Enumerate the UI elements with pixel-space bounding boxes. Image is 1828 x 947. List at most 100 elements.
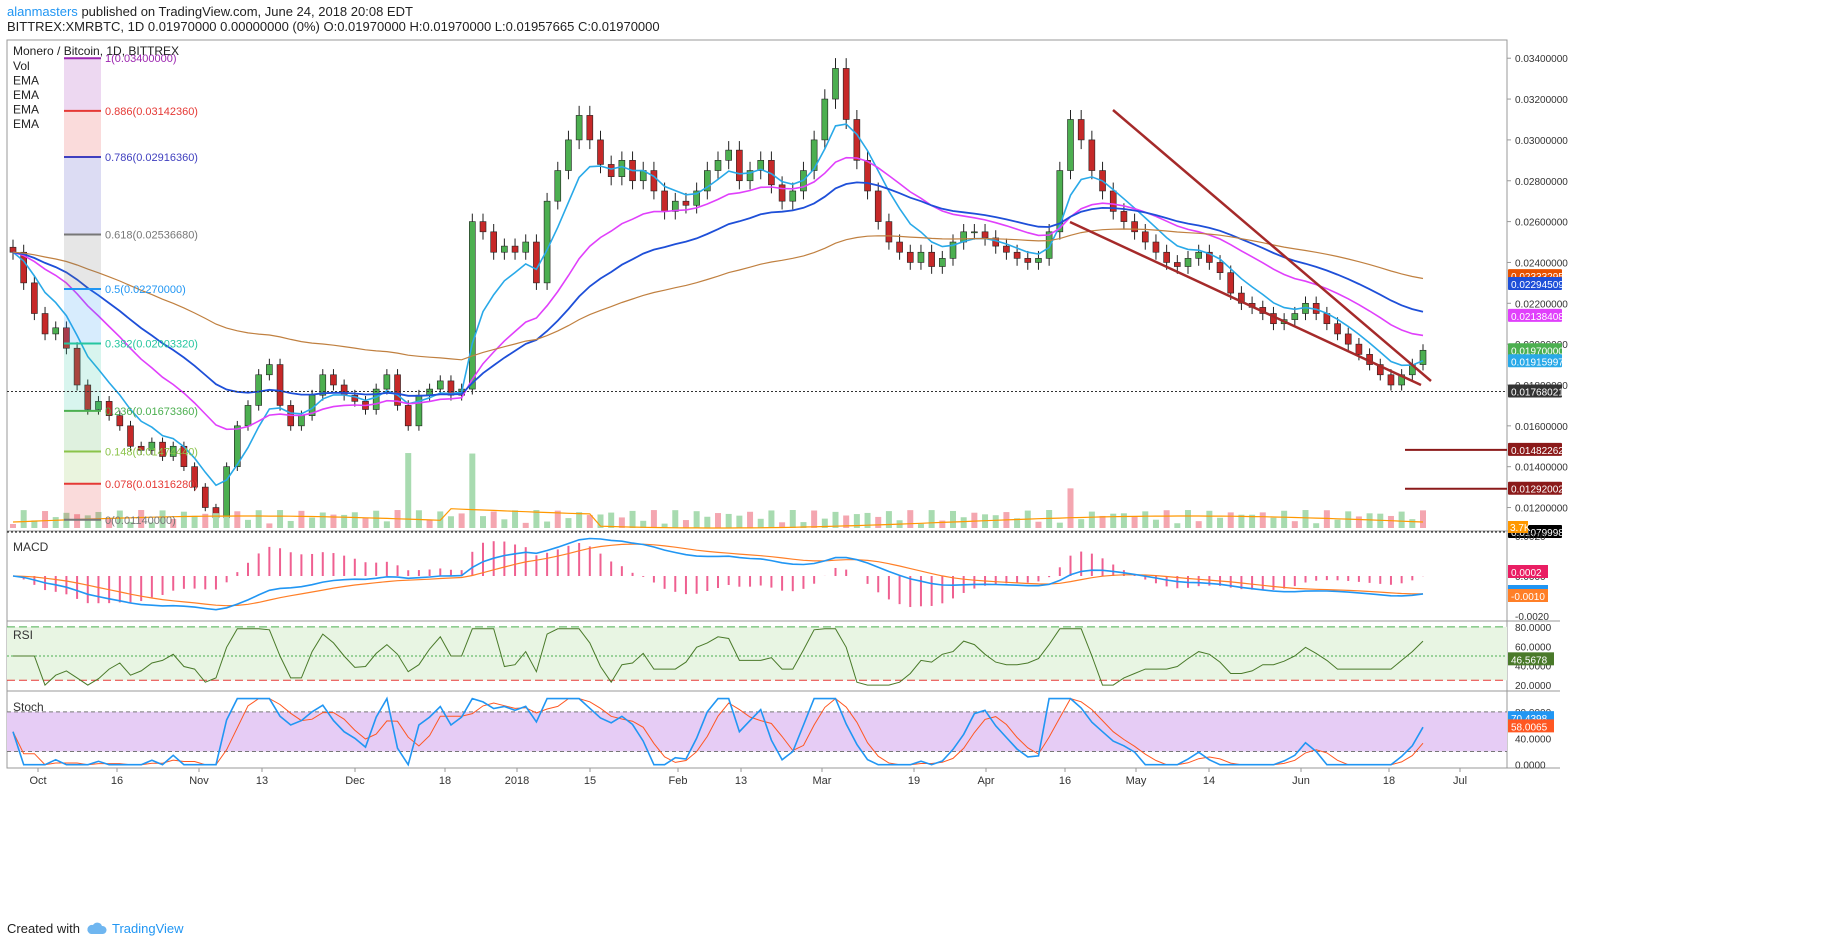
volume-bar (298, 510, 305, 528)
volume-ma-line (12, 508, 1424, 529)
candle-body (1419, 349, 1427, 365)
volume-bar (170, 518, 177, 528)
price-tick-label: 0.01200000 (1515, 504, 1568, 515)
candle-body (842, 68, 850, 120)
time-tick-label: Mar (813, 775, 832, 787)
volume-bar (1067, 488, 1074, 528)
volume-bar (319, 512, 326, 528)
tradingview-link[interactable]: TradingView (86, 921, 184, 936)
volume-bar (618, 517, 625, 528)
volume-bar (1142, 511, 1149, 528)
macd-label-box (1508, 589, 1548, 602)
volume-bar (74, 514, 81, 528)
volume-bar (832, 511, 839, 528)
volume-bar (576, 512, 583, 528)
volume-bar (1302, 510, 1309, 528)
time-tick-label: 14 (1203, 775, 1215, 787)
author-link[interactable]: alanmasters (7, 4, 78, 19)
candle-body (1184, 258, 1192, 267)
candle-body (1152, 241, 1160, 253)
volume-bar (917, 523, 924, 528)
fib-label: 1(0.03400000) (105, 53, 177, 65)
candle-body (255, 374, 262, 406)
candle-body (394, 374, 401, 406)
candle-body (276, 364, 284, 406)
stoch-tick-label: 40.0000 (1515, 734, 1552, 745)
candle-body (1013, 251, 1021, 259)
volume-bar (426, 519, 433, 528)
candle-body (1131, 221, 1138, 233)
candle-body (127, 425, 134, 447)
candle-body (383, 374, 391, 390)
price-label: 0.01970000 (1511, 346, 1564, 357)
candle-body (1003, 245, 1010, 253)
macd-label: -0.0010 (1511, 592, 1545, 603)
fibonacci-levels: 1(0.03400000) 0.886(0.03142360) 0.786(0.02… (64, 53, 198, 527)
fib-zone (64, 343, 101, 411)
candle-body (1195, 251, 1202, 259)
rsi-title: RSI (13, 628, 33, 642)
candle-body (73, 347, 81, 386)
candle-body (682, 200, 690, 206)
time-tick-label: 19 (908, 775, 920, 787)
volume-bar (373, 510, 380, 528)
macd-tick-label: 0.0020 (1515, 532, 1546, 543)
volume-bar (800, 522, 807, 528)
volume-bar (864, 512, 871, 528)
fib-label: 0.236(0.01673360) (105, 406, 198, 418)
volume-bar (1323, 510, 1330, 528)
volume-bar (223, 516, 230, 528)
volume-bar (148, 522, 155, 528)
volume-bar (597, 514, 604, 528)
candle-body (404, 405, 412, 427)
volume-bar (1174, 523, 1181, 528)
volume-bar (202, 513, 209, 528)
candle-body (169, 445, 177, 457)
volume-bar (1046, 510, 1053, 528)
volume-bar (84, 515, 91, 528)
candle-body (618, 160, 626, 177)
candle-body (84, 384, 92, 410)
price-label-box (1508, 343, 1562, 357)
volume-bar (1163, 510, 1170, 528)
volume-bar (533, 510, 540, 528)
volume-bar (608, 512, 615, 528)
candle-body (244, 405, 252, 427)
volume-bar (544, 521, 551, 528)
volume-bar (704, 516, 711, 528)
fib-zone (64, 156, 101, 235)
volume-bar (159, 510, 166, 528)
macd-title: MACD (13, 540, 49, 554)
candle-body (928, 251, 935, 267)
volume-bar (405, 453, 412, 528)
macd-label-box (1508, 565, 1548, 578)
candle-body (832, 68, 839, 100)
volume-bar (672, 510, 679, 528)
time-tick-label: Feb (669, 775, 688, 787)
volume-bar (939, 520, 946, 528)
fib-zone (64, 451, 101, 484)
candle-body (821, 98, 829, 141)
candle-body (1238, 292, 1245, 304)
price-label-box (1508, 384, 1562, 398)
volume-bar (811, 510, 818, 528)
fib-zone (64, 58, 101, 111)
candle-body (1387, 374, 1395, 386)
volume-bar (501, 519, 508, 528)
price-label: 0.02138408 (1511, 312, 1564, 323)
candle-body (1067, 119, 1074, 171)
fib-zone (64, 410, 101, 452)
price-label: 0.02294509 (1511, 280, 1564, 291)
candle-body (266, 364, 273, 376)
fib-label: 0(0.01140000) (105, 515, 176, 527)
fib-label: 0.786(0.02916360) (105, 152, 198, 164)
created-with-text: Created with (7, 921, 80, 936)
price-label: 0.01482262 (1511, 446, 1564, 457)
stoch-title: Stoch (13, 700, 44, 714)
candle-body (1216, 262, 1224, 273)
price-tick-label: 0.02200000 (1515, 299, 1568, 310)
ema-long-line (12, 228, 1424, 361)
price-label-box (1508, 354, 1562, 368)
volume-bar (52, 517, 59, 528)
